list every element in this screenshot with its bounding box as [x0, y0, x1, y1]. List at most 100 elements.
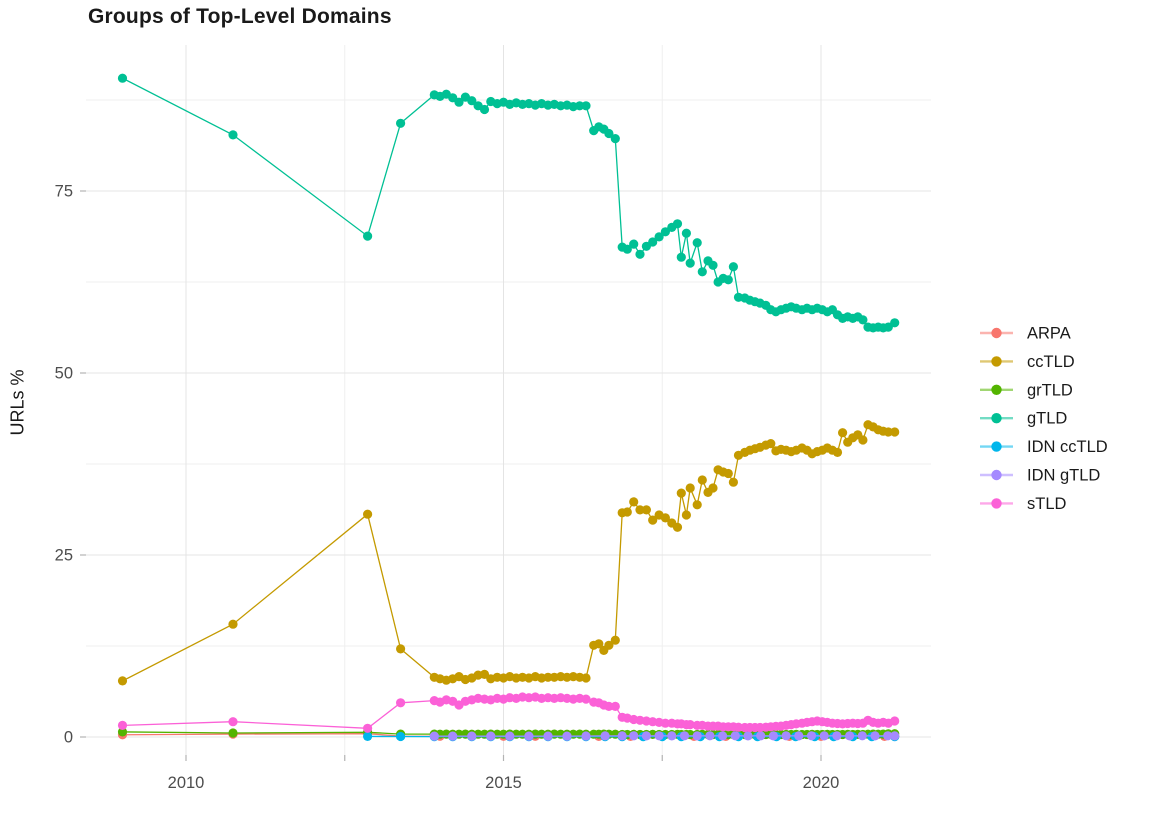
data-point	[660, 513, 671, 523]
data-point	[692, 238, 702, 248]
legend-item-stld: sTLD	[980, 495, 1067, 513]
legend-label: sTLD	[1027, 495, 1067, 513]
data-point	[581, 694, 591, 704]
data-point	[617, 731, 627, 741]
legend-item-arpa: ARPA	[980, 325, 1071, 343]
data-point	[676, 488, 686, 498]
data-point	[467, 96, 477, 106]
data-point	[396, 731, 406, 742]
axis-ticks	[80, 190, 822, 761]
data-point	[575, 101, 585, 111]
data-point	[117, 676, 128, 686]
data-point	[543, 672, 553, 682]
data-point	[581, 673, 591, 683]
legend-item-idn-cctld: IDN ccTLD	[980, 438, 1108, 456]
legend-key-dot	[991, 356, 1002, 367]
data-point	[681, 510, 692, 520]
axis-tick-labels: 2010 2015 2020 0 25 50 75	[55, 183, 840, 793]
legend-item-idn-gtld: IDN gTLD	[980, 467, 1100, 485]
data-point	[228, 728, 238, 738]
data-point	[600, 731, 610, 741]
data-point	[641, 505, 652, 515]
data-point	[697, 267, 707, 277]
data-point	[705, 731, 715, 741]
data-point	[718, 731, 728, 741]
legend-label: gTLD	[1027, 410, 1067, 428]
data-point	[648, 515, 658, 525]
data-point	[396, 644, 406, 654]
data-point	[448, 731, 458, 741]
x-tick-label: 2020	[803, 774, 840, 792]
data-point	[676, 252, 686, 262]
legend-label: IDN ccTLD	[1027, 438, 1108, 456]
y-tick-label: 0	[64, 729, 73, 747]
data-point	[622, 244, 632, 254]
data-point	[654, 731, 664, 741]
data-point	[594, 639, 604, 649]
legend-item-grtld: grTLD	[980, 381, 1073, 399]
data-point	[581, 101, 591, 111]
data-point	[708, 483, 718, 493]
data-point	[858, 315, 868, 325]
data-point	[781, 731, 791, 741]
data-point	[562, 731, 572, 741]
data-point	[363, 231, 373, 241]
data-point	[768, 731, 779, 741]
data-point	[667, 731, 677, 741]
data-point	[832, 447, 843, 457]
data-point	[486, 731, 496, 741]
data-point	[857, 731, 867, 741]
data-point	[890, 716, 900, 726]
data-point	[692, 500, 702, 510]
data-point	[363, 731, 373, 742]
data-point	[890, 427, 900, 437]
data-point	[685, 720, 695, 730]
data-point	[883, 731, 893, 741]
data-point	[756, 731, 766, 741]
data-point	[117, 727, 128, 737]
y-tick-label: 75	[55, 183, 73, 201]
data-point	[604, 640, 614, 650]
legend-label: grTLD	[1027, 381, 1073, 399]
data-point	[396, 698, 406, 708]
series-line	[122, 77, 896, 329]
chart-title: Groups of Top-Level Domains	[88, 5, 392, 28]
data-point	[723, 468, 733, 479]
data-point	[454, 97, 464, 107]
data-point	[635, 249, 645, 259]
legend-label: IDN gTLD	[1027, 467, 1100, 485]
data-point	[543, 731, 553, 741]
data-point	[117, 720, 128, 731]
data-point	[396, 118, 406, 128]
data-point	[363, 723, 373, 733]
data-point	[870, 731, 880, 741]
data-point	[708, 260, 718, 270]
data-point	[581, 731, 591, 741]
data-point	[622, 507, 632, 517]
data-point	[672, 522, 683, 532]
data-point	[692, 731, 702, 741]
data-point	[610, 635, 620, 645]
series-idn-gtld	[429, 731, 900, 741]
data-point	[890, 731, 900, 741]
data-point	[660, 227, 671, 237]
data-point	[794, 731, 804, 741]
data-point	[363, 509, 373, 519]
legend-item-gtld: gTLD	[980, 410, 1067, 428]
data-point	[604, 128, 614, 139]
series-cctld	[117, 420, 900, 686]
data-point	[728, 477, 739, 487]
legend-key-dot	[991, 384, 1002, 395]
data-point	[524, 731, 534, 741]
gridlines	[86, 45, 931, 755]
legend: ARPA ccTLD grTLD gTLD IDN ccTLD IDN gTLD sTLD	[980, 325, 1108, 513]
data-point	[228, 717, 238, 727]
data-point	[723, 275, 733, 285]
legend-label: ARPA	[1027, 325, 1071, 343]
data-point	[660, 718, 671, 728]
data-point	[648, 237, 658, 247]
legend-key-dot	[991, 469, 1002, 481]
data-point	[672, 219, 683, 229]
data-point	[604, 701, 614, 712]
